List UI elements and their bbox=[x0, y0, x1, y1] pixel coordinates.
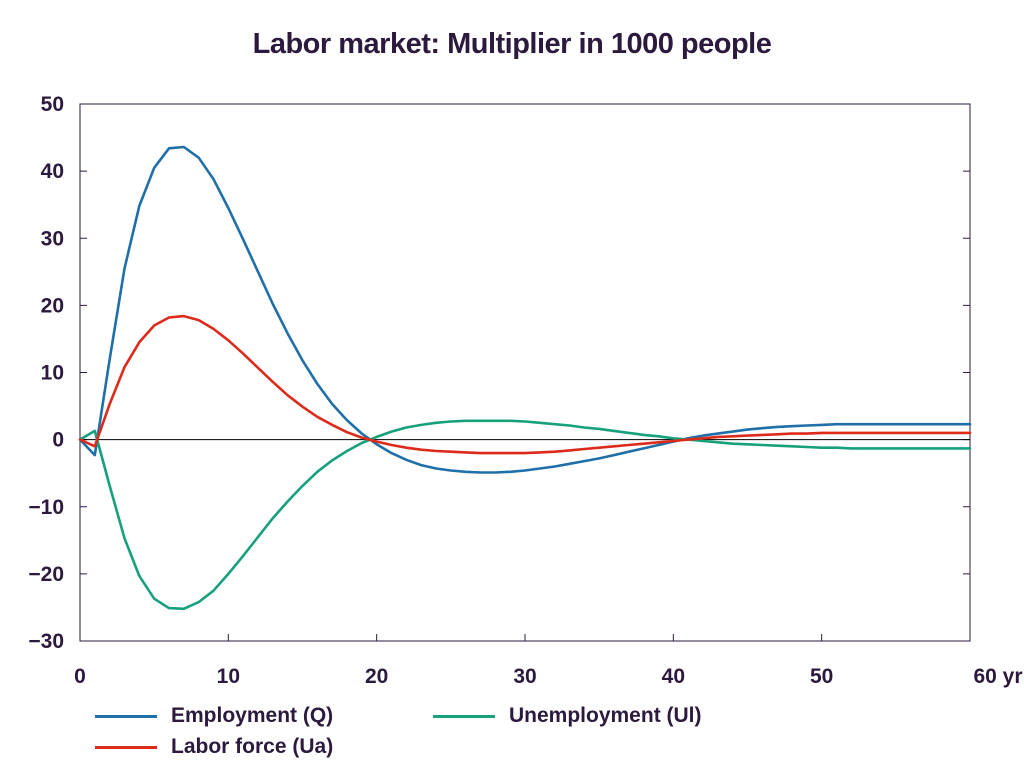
x-tick-label: 30 bbox=[513, 665, 536, 688]
legend-swatch-labor-force bbox=[95, 745, 157, 749]
legend-swatch-unemployment bbox=[433, 714, 495, 718]
y-tick-label: −30 bbox=[28, 630, 64, 653]
x-tick-label: 50 bbox=[810, 665, 833, 688]
x-tick-label: 40 bbox=[662, 665, 685, 688]
legend-label-employment: Employment (Q) bbox=[171, 704, 334, 727]
y-tick-label: 10 bbox=[41, 362, 64, 385]
y-axis-tick-labels: 50 40 30 20 10 0 −10 −20 −30 bbox=[28, 93, 64, 653]
line-chart: 50 40 30 20 10 0 −10 −20 −30 0 10 20 30 40 50 60 yr bbox=[28, 93, 1022, 688]
legend-label-unemployment: Unemployment (Ul) bbox=[509, 704, 702, 727]
y-tick-label: 20 bbox=[41, 294, 64, 317]
y-tick-label: 40 bbox=[41, 160, 64, 183]
axis-ticks bbox=[79, 103, 971, 642]
x-tick-label: 20 bbox=[365, 665, 388, 688]
chart-legend: Employment (Q) Unemployment (Ul) Labor f… bbox=[95, 700, 795, 770]
legend-item-unemployment: Unemployment (Ul) bbox=[433, 704, 702, 728]
legend-swatch-employment bbox=[95, 714, 157, 718]
legend-item-labor-force: Labor force (Ua) bbox=[95, 735, 333, 759]
y-tick-label: 30 bbox=[41, 227, 64, 250]
series-lines bbox=[78, 145, 972, 611]
legend-item-employment: Employment (Q) bbox=[95, 704, 333, 728]
plot-area-frame bbox=[79, 103, 971, 642]
x-tick-label: 0 bbox=[74, 665, 86, 688]
x-axis-tick-labels: 0 10 20 30 40 50 60 yr bbox=[74, 665, 1022, 688]
x-tick-label: 60 yr bbox=[973, 665, 1022, 688]
y-tick-label: 0 bbox=[52, 429, 64, 452]
x-tick-label: 10 bbox=[217, 665, 240, 688]
y-tick-label: −10 bbox=[28, 496, 64, 519]
series-line-employment bbox=[78, 145, 972, 474]
legend-label-labor-force: Labor force (Ua) bbox=[171, 735, 334, 758]
series-line-unemployment bbox=[78, 419, 972, 611]
chart-title: Labor market: Multiplier in 1000 people bbox=[252, 28, 772, 60]
series-line-labor-force bbox=[78, 314, 972, 455]
y-tick-label: −20 bbox=[28, 563, 64, 586]
y-tick-label: 50 bbox=[41, 93, 64, 116]
